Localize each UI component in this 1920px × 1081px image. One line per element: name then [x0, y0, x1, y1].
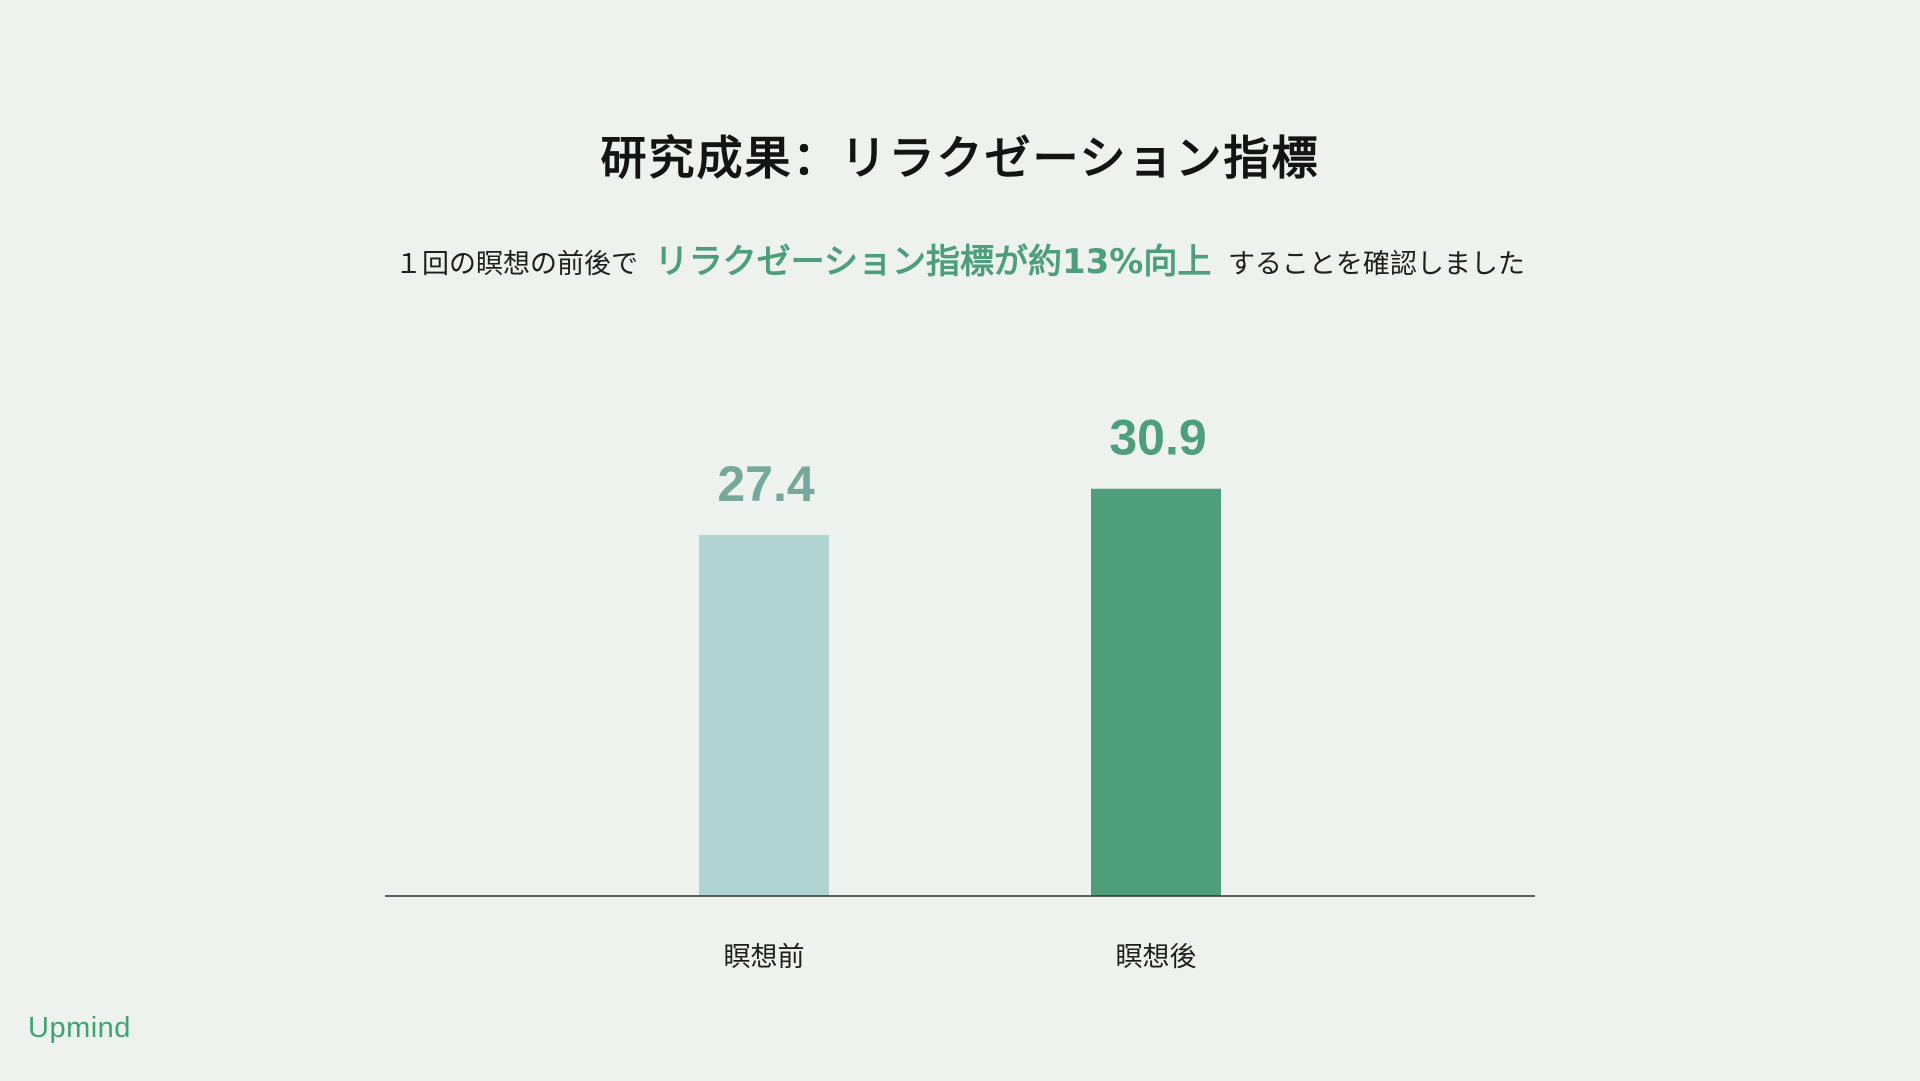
subtitle-before: １回の瞑想の前後で	[395, 249, 639, 280]
upmind-logo: Upmind	[28, 1012, 131, 1044]
category-label-after: 瞑想後	[1116, 942, 1197, 973]
bar-value-after: 30.9	[1109, 410, 1206, 466]
subtitle-highlight: リラクゼーション指標が約13%向上	[654, 242, 1212, 282]
page-title: 研究成果：リラクゼーション指標	[600, 131, 1320, 185]
bar-value-before: 27.4	[717, 456, 815, 512]
subtitle-after: することを確認しました	[1227, 249, 1525, 280]
bar-before	[699, 534, 829, 896]
bars-layer: 27.4 瞑想前 30.9 瞑想後	[699, 410, 1221, 973]
subtitle: １回の瞑想の前後で リラクゼーション指標が約13%向上 することを確認しました	[0, 234, 1920, 283]
bar-after	[1091, 488, 1221, 896]
category-label-before: 瞑想前	[724, 942, 805, 973]
